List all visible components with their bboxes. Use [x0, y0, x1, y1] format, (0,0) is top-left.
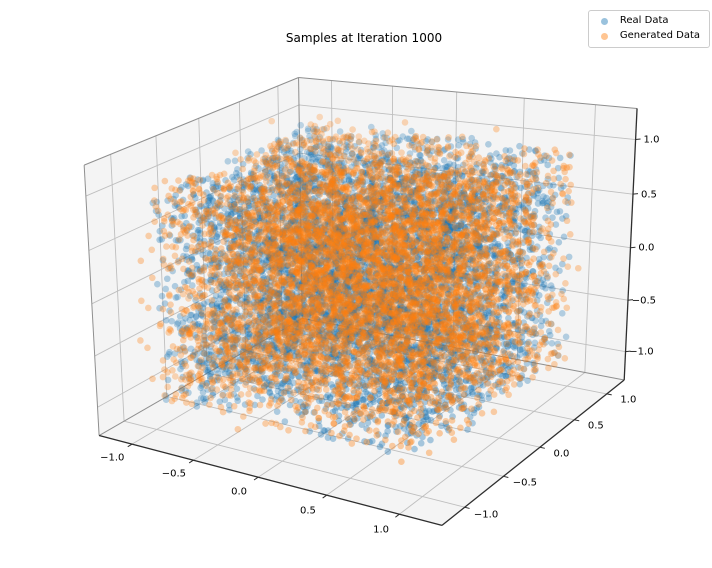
- legend-item-real-data: Real Data: [595, 15, 700, 27]
- y-tick-label: 1.0: [620, 394, 637, 406]
- y-tick-label: −1.0: [473, 509, 499, 521]
- x-tick-label: 0.0: [231, 486, 247, 498]
- x-tick-label: −0.5: [161, 468, 187, 480]
- z-tick-label: 0.5: [640, 189, 657, 201]
- legend-box: Real Data Generated Data: [587, 10, 710, 48]
- z-tick-label: −0.5: [631, 295, 657, 307]
- x-tick-label: 0.5: [300, 505, 316, 516]
- z-tick-label: 0.0: [638, 242, 655, 254]
- generated-data-marker-icon: [600, 32, 608, 40]
- y-tick-label: 0.5: [587, 420, 604, 432]
- legend-label-generated-data: Generated Data: [619, 30, 700, 41]
- y-tick-label: 0.0: [553, 448, 570, 460]
- x-tick-label: 1.0: [373, 524, 390, 536]
- z-tick-label: 1.0: [643, 134, 660, 146]
- real-data-marker-icon: [600, 17, 608, 25]
- chart-title: Samples at Iteration 1000: [285, 31, 443, 45]
- y-tick-label: −0.5: [512, 477, 538, 489]
- legend-label-real-data: Real Data: [619, 15, 669, 26]
- legend-item-generated-data: Generated Data: [595, 30, 700, 42]
- x-tick-label: −1.0: [100, 452, 125, 464]
- z-tick-label: −1.0: [629, 346, 654, 358]
